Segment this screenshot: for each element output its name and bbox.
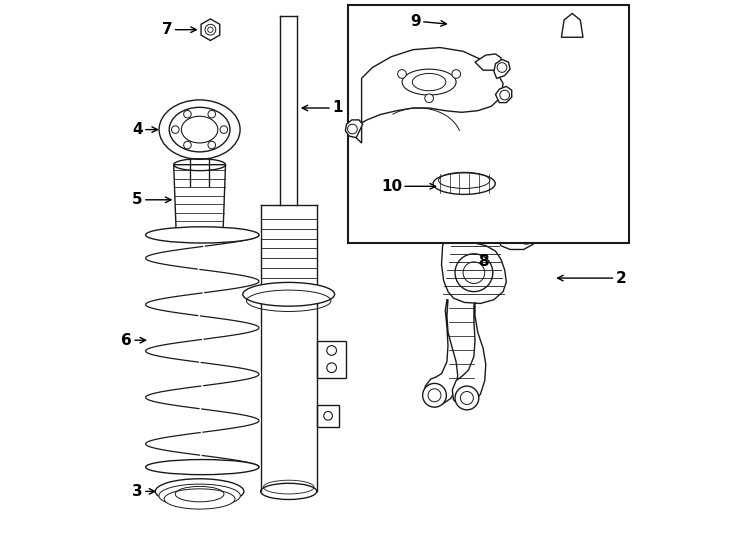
Text: 6: 6: [121, 333, 132, 348]
Ellipse shape: [159, 484, 240, 508]
Circle shape: [455, 254, 493, 292]
Text: 10: 10: [381, 179, 402, 194]
Polygon shape: [354, 48, 503, 143]
Ellipse shape: [190, 181, 208, 191]
Ellipse shape: [243, 282, 335, 306]
Circle shape: [497, 63, 507, 72]
Polygon shape: [497, 226, 536, 249]
Text: 4: 4: [132, 122, 143, 137]
Circle shape: [454, 209, 468, 223]
Circle shape: [348, 124, 357, 134]
Text: 3: 3: [132, 484, 143, 499]
Ellipse shape: [145, 227, 259, 243]
Bar: [317, 341, 346, 378]
Circle shape: [398, 70, 407, 78]
Circle shape: [220, 126, 228, 133]
Bar: [348, 5, 629, 243]
Circle shape: [452, 70, 460, 78]
Circle shape: [491, 216, 502, 227]
Text: 5: 5: [132, 192, 143, 207]
Polygon shape: [174, 165, 225, 235]
Polygon shape: [475, 54, 501, 70]
Polygon shape: [446, 200, 502, 237]
Text: 8: 8: [478, 254, 488, 269]
Polygon shape: [495, 86, 512, 103]
Text: 9: 9: [410, 14, 421, 29]
Ellipse shape: [145, 460, 259, 475]
Polygon shape: [424, 300, 458, 405]
Circle shape: [518, 228, 534, 244]
Circle shape: [208, 110, 216, 118]
Ellipse shape: [164, 489, 235, 509]
Circle shape: [208, 141, 216, 149]
Circle shape: [172, 126, 179, 133]
Ellipse shape: [159, 100, 240, 159]
Circle shape: [184, 141, 192, 149]
Polygon shape: [562, 14, 583, 37]
Circle shape: [425, 94, 433, 103]
Circle shape: [184, 110, 192, 118]
Circle shape: [500, 90, 509, 100]
Bar: [317, 405, 339, 427]
Ellipse shape: [433, 173, 495, 194]
Polygon shape: [452, 302, 486, 406]
Polygon shape: [494, 59, 510, 78]
Ellipse shape: [261, 483, 317, 500]
Polygon shape: [442, 233, 506, 303]
Text: 2: 2: [615, 271, 626, 286]
Circle shape: [423, 383, 446, 407]
Polygon shape: [201, 19, 219, 40]
Circle shape: [478, 209, 492, 223]
Text: 7: 7: [162, 22, 172, 37]
Ellipse shape: [156, 479, 244, 504]
Text: 1: 1: [332, 100, 342, 116]
Ellipse shape: [402, 69, 456, 95]
Polygon shape: [346, 120, 363, 138]
Circle shape: [455, 386, 479, 410]
